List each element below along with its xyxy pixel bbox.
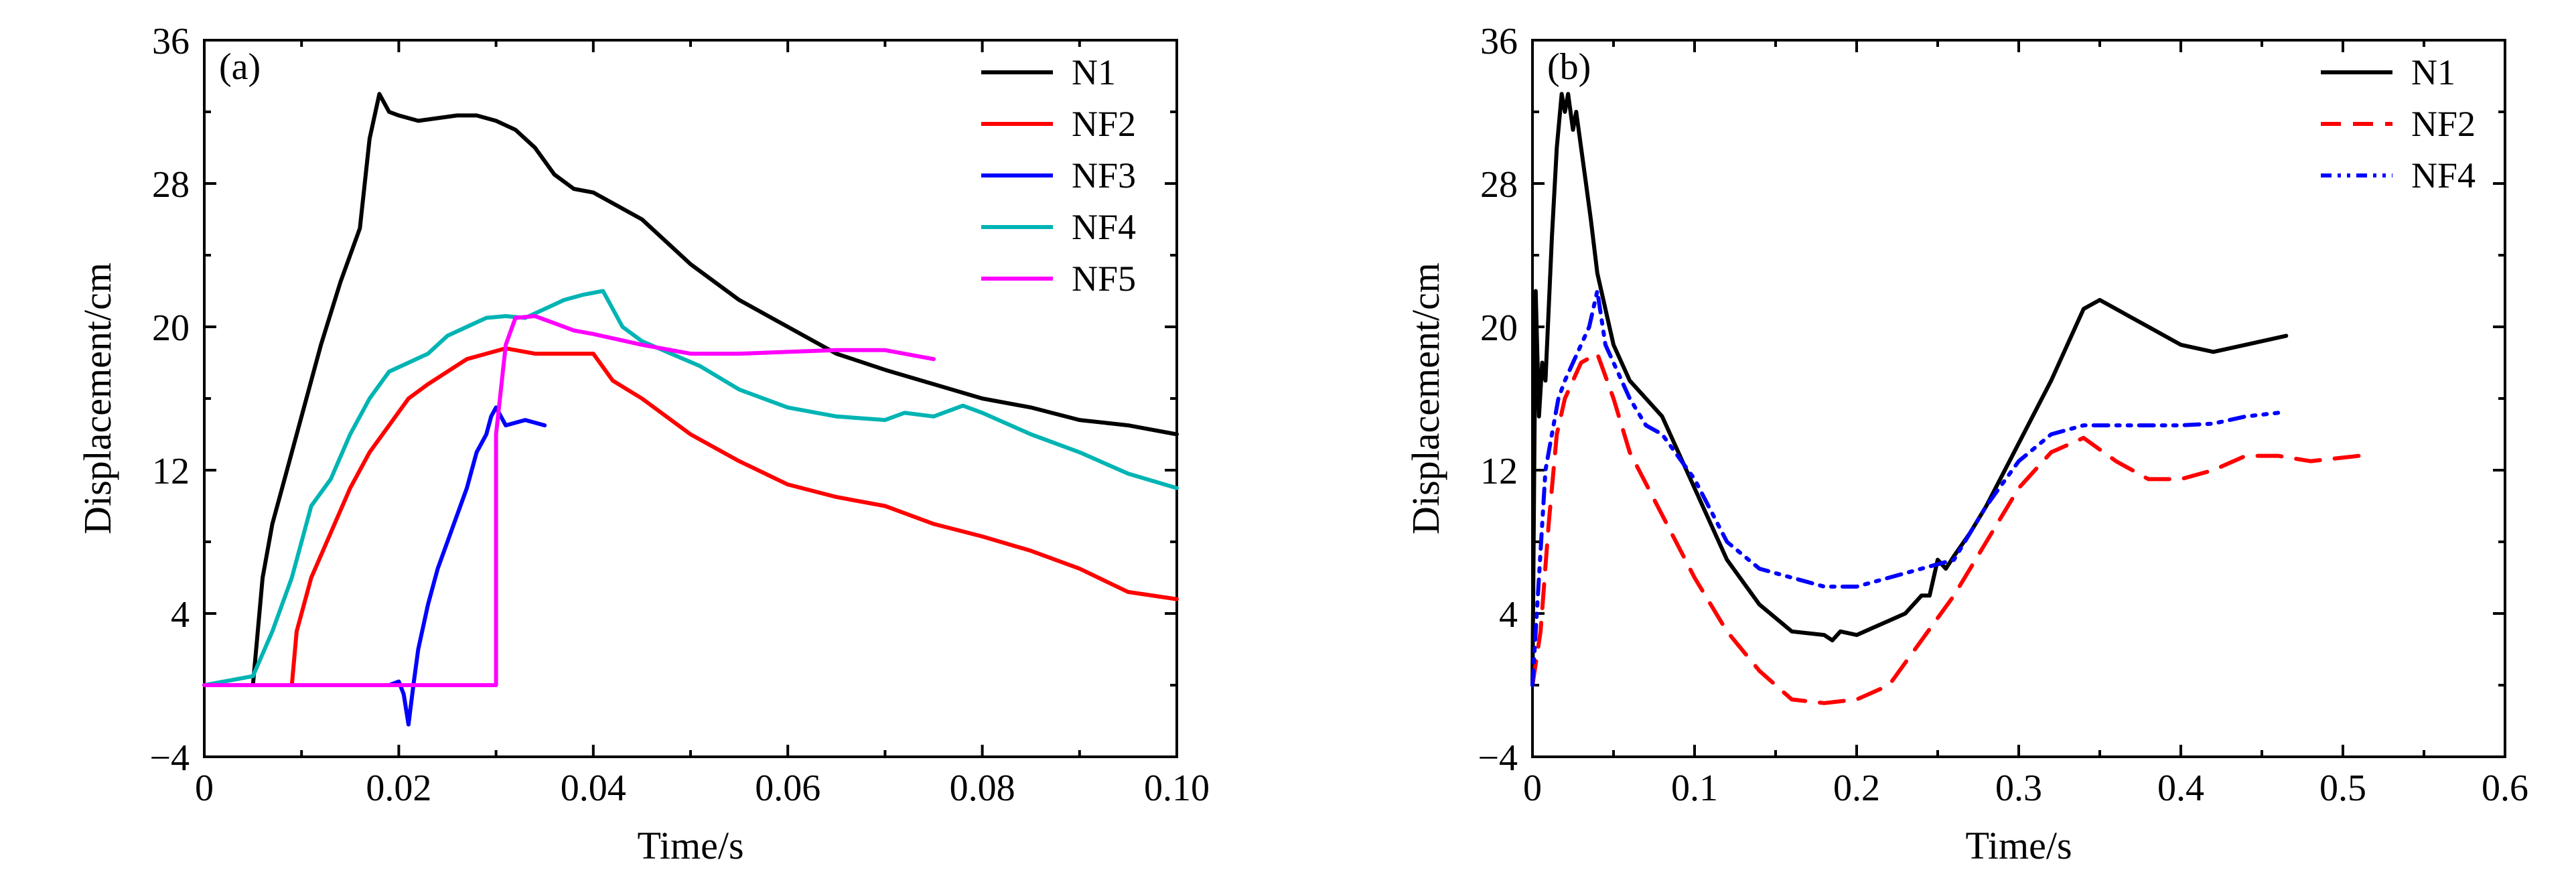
- panel-a-ticks: 0 0.02 0.04 0.06 0.08 0.10 −4 4 12 20 28 36: [149, 21, 1210, 809]
- y-tick-label: 20: [1480, 307, 1518, 349]
- panel-a-label: (a): [219, 46, 261, 88]
- y-tick-label: 4: [1499, 594, 1518, 636]
- panel-a-series: [202, 92, 1179, 727]
- y-tick-label: −4: [1478, 737, 1518, 779]
- x-tick-label: 0.6: [2482, 768, 2528, 809]
- x-tick-label: 0.3: [1995, 768, 2042, 809]
- panel-b-x-axis-title: Time/s: [1965, 824, 2072, 867]
- panel-b-plot-frame: [1531, 39, 2506, 758]
- panel-b-ticks: 0 0.1 0.2 0.3 0.4 0.5 0.6 −4 4 12 20 28 36: [1478, 21, 2528, 809]
- legend-label-nf2: NF2: [1072, 104, 1136, 144]
- x-tick-label: 0.5: [2319, 768, 2366, 809]
- x-tick-label: 0.06: [755, 768, 820, 809]
- legend-label-nf4: NF4: [2411, 155, 2476, 196]
- x-tick-label: 0.1: [1671, 768, 1718, 809]
- panel-a-y-axis-title: Displacement/cm: [76, 263, 119, 534]
- x-tick-label: 0.4: [2157, 768, 2204, 809]
- y-tick-label: 20: [152, 307, 190, 349]
- x-tick-label: 0: [1523, 768, 1542, 809]
- legend-label-nf5: NF5: [1072, 259, 1136, 299]
- series-line-n1: [1530, 92, 2289, 687]
- y-tick-label: 36: [152, 21, 190, 62]
- series-line-nf2: [202, 346, 1179, 687]
- y-tick-label: 28: [1480, 164, 1518, 206]
- x-tick-label: 0.02: [366, 768, 431, 809]
- panel-b-legend: N1 NF2 NF4: [2321, 52, 2476, 196]
- panel-a-legend: N1 NF2 NF3 NF4 NF5: [981, 52, 1136, 299]
- legend-label-nf2: NF2: [2411, 104, 2476, 144]
- series-line-nf3: [202, 405, 547, 727]
- panel-b-series: [1530, 92, 2362, 705]
- x-tick-label: 0.08: [950, 768, 1015, 809]
- y-tick-label: 12: [1480, 451, 1518, 492]
- legend-label-nf4: NF4: [1072, 207, 1136, 247]
- x-tick-label: 0.2: [1833, 768, 1880, 809]
- y-tick-label: 36: [1480, 21, 1518, 62]
- panel-b: 0 0.1 0.2 0.3 0.4 0.5 0.6 −4 4 12 20 28 36 (b) Time/…: [1404, 21, 2528, 867]
- legend-label-nf3: NF3: [1072, 155, 1136, 196]
- legend-label-n1: N1: [2411, 52, 2455, 92]
- x-tick-label: 0: [195, 768, 214, 809]
- panel-b-label: (b): [1547, 46, 1591, 88]
- y-tick-label: −4: [149, 737, 190, 779]
- series-line-nf4: [202, 289, 1179, 687]
- series-line-nf2: [1530, 352, 2362, 705]
- legend-label-n1: N1: [1072, 52, 1116, 92]
- series-line-nf5: [202, 314, 936, 687]
- panel-a-x-axis-title: Time/s: [637, 824, 743, 867]
- x-tick-label: 0.04: [561, 768, 626, 809]
- panel-b-y-axis-title: Displacement/cm: [1404, 263, 1447, 534]
- panel-a-plot-frame: [203, 39, 1178, 758]
- series-line-n1: [202, 92, 1179, 687]
- y-tick-label: 12: [152, 451, 190, 492]
- series-line-nf4: [1530, 289, 2281, 687]
- panel-a: 0 0.02 0.04 0.06 0.08 0.10 −4 4 12 20 28 36 (a) Tim…: [76, 21, 1210, 867]
- y-tick-label: 4: [171, 594, 190, 636]
- y-tick-label: 28: [152, 164, 190, 206]
- x-tick-label: 0.10: [1144, 768, 1210, 809]
